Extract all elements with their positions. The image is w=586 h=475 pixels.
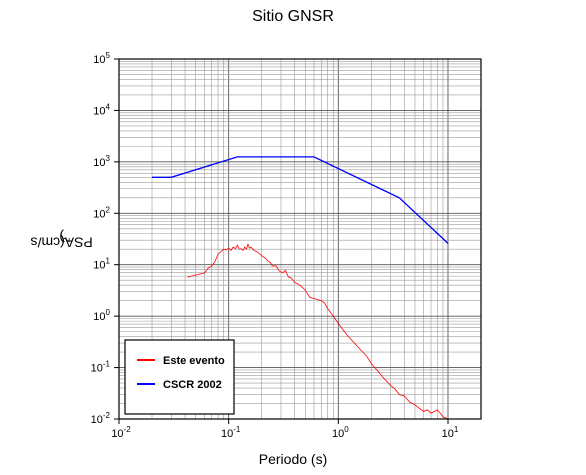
tick-labels: 10-2 10-1 100 101 10-2 10-1 100 101 102 103 104 105 [91,51,459,440]
grid [118,58,482,420]
plot-frame [118,58,482,420]
series-lines [152,156,449,420]
y-tick-label: 103 [93,154,110,169]
y-axis-label-tail: ) [59,229,65,246]
x-tick-label: 101 [442,425,459,440]
x-tick-label: 100 [332,425,349,440]
x-tick-label: 10-1 [221,425,241,440]
y-tick-label: 104 [93,102,110,117]
legend-box [124,339,235,415]
y-tick-label: 101 [93,257,110,272]
series-line-este-evento [187,242,449,420]
legend-label: Este evento [163,355,225,367]
y-tick-label: 100 [93,308,110,323]
series-line-cscr-2002 [152,156,449,244]
y-tick-label: 10-2 [91,411,111,426]
x-axis-label: Periodo (s) [258,451,328,467]
legend-label: CSCR 2002 [163,379,222,391]
y-tick-label: 10-1 [91,360,111,375]
legend: Este evento CSCR 2002 [124,339,235,415]
chart-title: Sitio GNSR [252,8,334,25]
y-tick-label: 102 [93,205,110,220]
y-tick-label: 105 [93,51,110,66]
x-tick-label: 10-2 [111,425,131,440]
